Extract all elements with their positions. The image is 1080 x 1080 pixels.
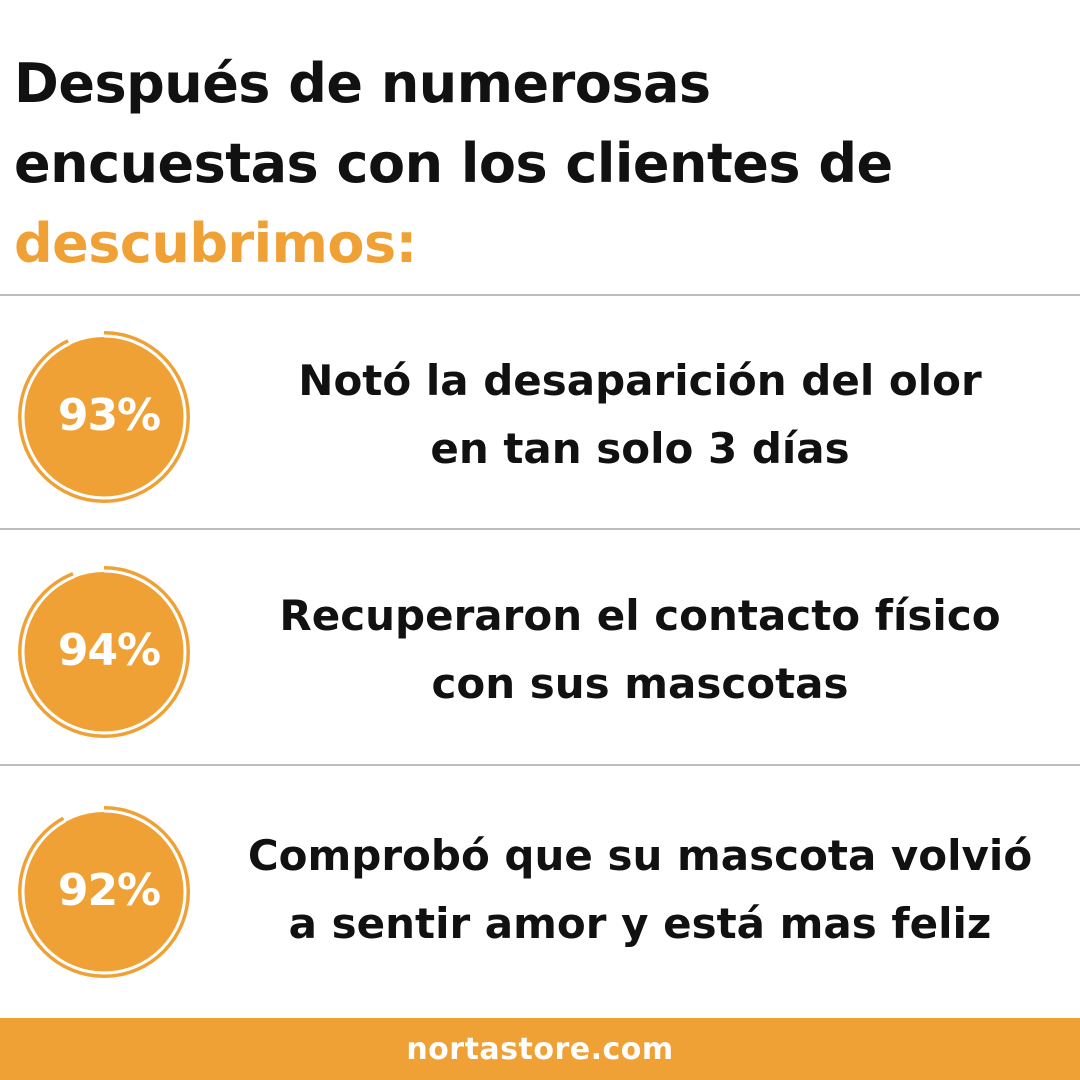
stat-description: Notó la desaparición del olor en tan sol…	[210, 320, 1070, 510]
headline-line-1: Después de numerosas	[14, 52, 711, 115]
percent-badge: 93%	[14, 320, 204, 510]
website-link[interactable]: nortastore.com	[406, 1031, 674, 1067]
percent-label: 94%	[57, 624, 161, 676]
percent-badge: 94%	[14, 555, 204, 745]
percent-label: 93%	[57, 389, 161, 441]
stat-description-line-1: Comprobó que su mascota volvió	[247, 831, 1033, 880]
stat-description-line-2: a sentir amor y está mas feliz	[288, 899, 992, 948]
percent-badge: 92%	[14, 795, 204, 985]
stat-description: Comprobó que su mascota volvió a sentir …	[210, 795, 1070, 985]
stat-description-line-2: en tan solo 3 días	[430, 424, 850, 473]
stat-row: 93% Notó la desaparición del olor en tan…	[0, 320, 1080, 510]
stat-row: 94% Recuperaron el contacto físico con s…	[0, 555, 1080, 745]
stat-description-line-1: Notó la desaparición del olor	[298, 356, 982, 405]
stat-row: 92% Comprobó que su mascota volvió a sen…	[0, 795, 1080, 985]
stat-description-line-2: con sus mascotas	[431, 659, 849, 708]
headline: Después de numerosas encuestas con los c…	[14, 44, 1064, 284]
progress-ring-icon	[18, 329, 190, 503]
stat-description-line-1: Recuperaron el contacto físico	[279, 591, 1001, 640]
divider	[0, 294, 1080, 296]
stat-description: Recuperaron el contacto físico con sus m…	[210, 555, 1070, 745]
progress-ring-icon	[18, 564, 190, 738]
divider	[0, 764, 1080, 766]
percent-label: 92%	[57, 864, 161, 916]
footer-banner: nortastore.com	[0, 1018, 1080, 1080]
headline-accent: descubrimos:	[14, 212, 417, 275]
progress-ring-icon	[18, 804, 190, 978]
divider	[0, 528, 1080, 530]
headline-line-2: encuestas con los clientes de	[14, 132, 893, 195]
